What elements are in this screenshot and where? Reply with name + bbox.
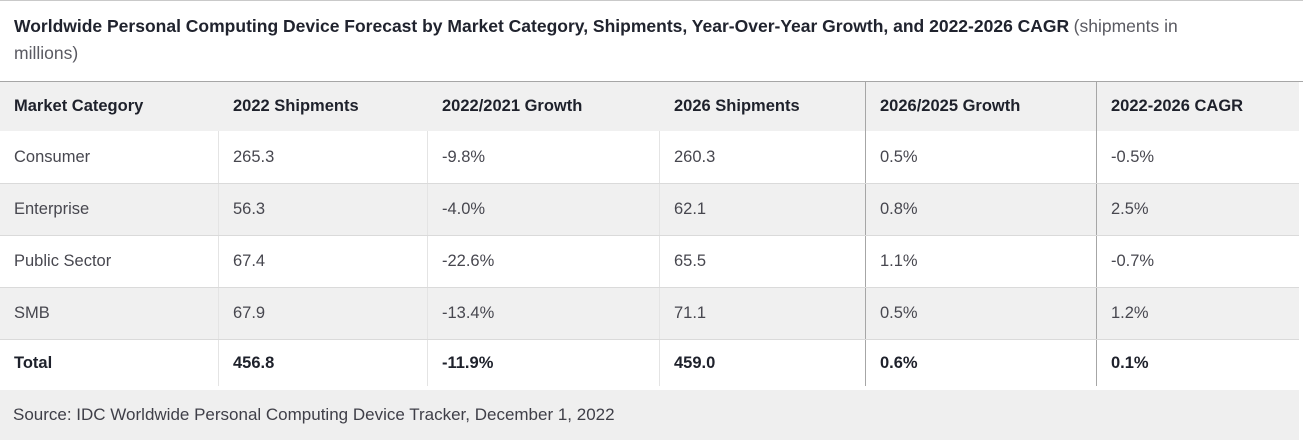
cell-2022-shipments: 56.3 [219,184,428,235]
cell-2026-shipments: 260.3 [660,131,866,183]
cell-market-category: Public Sector [0,236,219,287]
cell-2022-2026-cagr: 1.2% [1111,304,1149,322]
cell-market-category: Total [0,340,219,386]
cell-2022-shipments: 67.9 [219,288,428,339]
table-title: Worldwide Personal Computing Device Fore… [14,16,1070,36]
cell-2022-shipments: 265.3 [219,131,428,183]
cell-2026-2025-growth: 1.1% [866,236,1097,287]
column-header-2026-2025-growth: 2026/2025 Growth [866,82,1097,131]
cell-2026-2025-growth: 0.5% [866,131,1097,183]
column-header-2026-shipments: 2026 Shipments [660,82,866,131]
cell-2022-2026-cagr: -0.5% [1111,147,1155,166]
table-title-units: (shipments in millions) [14,16,1178,63]
cell-2026-shipments: 62.1 [660,184,866,235]
cell-2026-shipments: 65.5 [660,236,866,287]
cell-2022-2021-growth: -13.4% [428,288,660,339]
table-row-smb: SMB 67.9 -13.4% 71.1 0.5% 1.2% [0,287,1299,339]
table-row-total: Total 456.8 -11.9% 459.0 0.6% 0.1% [0,339,1299,386]
column-header-market-category: Market Category [14,97,144,115]
cell-2022-shipments: 456.8 [219,340,428,386]
cell-2022-2026-cagr: 2.5% [1111,200,1149,218]
cell-market-category: SMB [0,288,219,339]
cell-2026-shipments: 459.0 [660,340,866,386]
column-header-2022-shipments: 2022 Shipments [233,97,359,115]
table-row-public-sector: Public Sector 67.4 -22.6% 65.5 1.1% -0.7… [0,235,1299,287]
cell-2022-2021-growth: -11.9% [428,340,660,386]
cell-2026-2025-growth: 0.6% [866,340,1097,386]
cell-2022-2026-cagr: 0.1% [1111,353,1149,372]
table-row-enterprise: Enterprise 56.3 -4.0% 62.1 0.8% 2.5% [0,183,1299,235]
cell-market-category: Enterprise [0,184,219,235]
source-bar: Source: IDC Worldwide Personal Computing… [0,390,1299,440]
footer-spacer [0,386,1303,390]
table-title-block: Worldwide Personal Computing Device Fore… [0,1,1303,82]
cell-2026-2025-growth: 0.8% [866,184,1097,235]
source-text: Source: IDC Worldwide Personal Computing… [13,405,615,424]
table-header-row: Market Category 2022 Shipments 2022/2021… [0,82,1299,131]
table-row-consumer: Consumer 265.3 -9.8% 260.3 0.5% -0.5% [0,131,1299,183]
cell-2022-2021-growth: -4.0% [428,184,660,235]
cell-2026-2025-growth: 0.5% [866,288,1097,339]
cell-2022-2021-growth: -9.8% [428,131,660,183]
cell-market-category: Consumer [0,131,219,183]
cell-2022-shipments: 67.4 [219,236,428,287]
column-header-2022-2021-growth: 2022/2021 Growth [442,97,583,115]
cell-2022-2026-cagr: -0.7% [1111,252,1155,270]
cell-2026-shipments: 71.1 [660,288,866,339]
cell-2022-2021-growth: -22.6% [428,236,660,287]
column-header-2022-2026-cagr: 2022-2026 CAGR [1111,97,1244,115]
